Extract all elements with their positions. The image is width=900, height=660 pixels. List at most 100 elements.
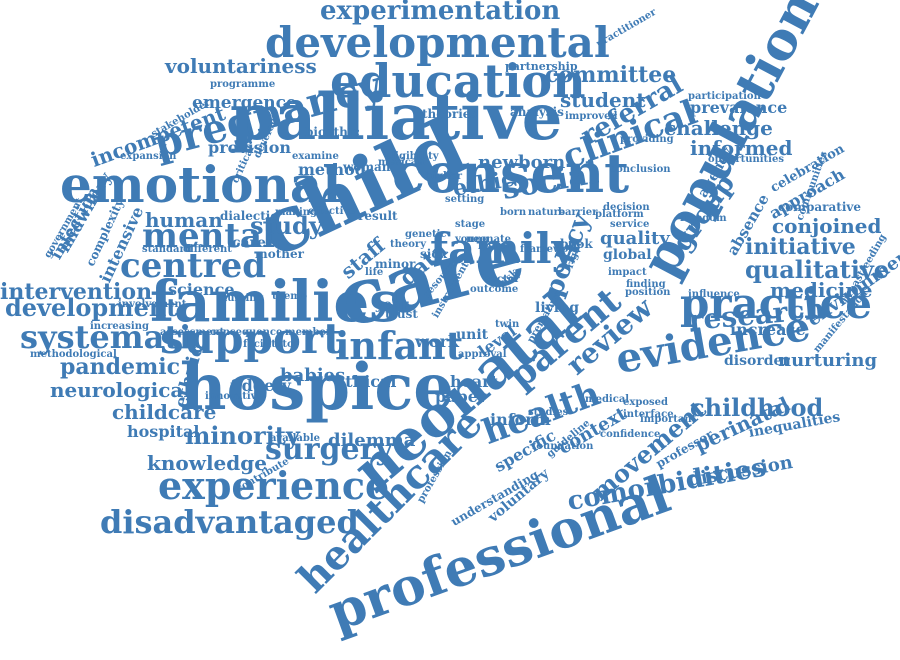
word-important: important [640,414,697,425]
word-eligibility: eligibility [385,151,439,162]
word-involvement: involvement [118,299,187,310]
word-heart: heart [450,372,498,391]
word-neonate: neonate [466,234,512,245]
word-assessment: assessment [160,327,225,338]
word-paper: paper [435,387,487,406]
word-higher: higher [425,171,462,182]
word-global: global [603,247,652,263]
word-making: making [275,207,318,218]
word-challenge: challenge [664,116,773,140]
word-platform: platform [595,209,644,220]
word-minority: minority [185,421,300,450]
word-experimentation: experimentation [320,0,561,26]
word-families: families [150,269,401,335]
word-innovative: innovative [205,391,263,402]
word-study: study [250,211,323,240]
word-opportunities: opportunities [708,154,784,165]
word-palliative: palliative [230,80,563,155]
word-newborn: newborn [478,152,566,173]
word-inform: inform [490,410,551,429]
word-disadvantaged: disadvantaged [100,503,359,541]
word-outcome: outcome [470,284,519,295]
word-position: position [625,287,671,298]
word-infant: infant [335,323,464,368]
word-science: science [168,280,235,299]
word-born: born [500,207,527,218]
word-career: career [232,235,283,251]
word-twin: twin [495,319,520,330]
word-belief: belief [478,241,510,252]
word-programme: programme [210,79,276,90]
word-ethical: ethical [335,372,397,391]
word-exposed: exposed [623,397,668,408]
word-participation: participation [688,91,761,102]
word-hospital: hospital [127,422,200,441]
word-experience: experience [158,463,390,508]
word-genetic: genetic [405,229,447,240]
word-expansion: expansion [120,151,177,162]
word-barrier: barrier [558,207,598,218]
word-book: book [560,237,593,251]
word-mexican: mexican [378,157,425,168]
word-bioethic: bioethic [305,125,360,139]
word-theme: theme [272,291,308,302]
word-unit: unit [456,327,489,343]
word-quality: quality [600,228,670,249]
word-examine: examine [292,151,339,162]
word-member: member [285,327,332,338]
word-support: support [160,314,343,363]
word-theories: theories [422,107,478,121]
word-initiative: initiative [745,234,856,260]
word-foundation: foundation [532,441,594,452]
word-increase: increase [730,320,806,339]
word-provision: provision [208,138,292,157]
word-systematic: systematic [20,318,211,356]
word-neurological: neurological [50,378,191,402]
word-result: result [358,209,398,223]
word-mental: mental [142,216,275,256]
word-impact: impact [608,267,647,278]
word-analysis: analysis [510,105,564,119]
word-babies: babies [280,365,346,386]
word-sector: sector [485,274,520,285]
word-freedom: freedom [680,213,727,224]
word-medicine: medicine [770,278,873,302]
word-increasing: increasing [90,321,149,332]
word-mother: mother [255,247,304,261]
word-hospice: hospice [180,350,454,425]
word-childcare: childcare [112,400,217,424]
word-practice: practice [680,279,872,328]
word-conjoined: conjoined [772,214,882,238]
word-interface: interface [623,409,674,420]
word-partnership: partnership [505,60,578,73]
word-approval: approval [458,349,507,360]
word-knowledge: knowledge [147,451,267,475]
word-theory: theory [390,239,427,250]
word-improved: improved [565,111,618,122]
word-conclusion: conclusion [610,164,671,175]
word-young: young [455,234,490,245]
word-intervention: intervention [0,279,153,305]
word-different: different [183,244,232,255]
word-methodological: methodological [30,349,117,360]
word-life: life [365,267,384,278]
word-development: development [5,293,178,322]
word-setting: setting [445,194,485,205]
word-medical: medical [585,394,630,405]
word-childhood: childhood [690,393,824,422]
word-education: education [330,54,586,108]
word-centred: centred [120,246,267,286]
word-nursing: nursing [220,293,264,304]
word-fidgety: fidgety [230,376,291,395]
word-surgery: surgery [265,432,393,467]
word-developmental: developmental [265,18,610,67]
word-disorder: disorder [724,353,790,369]
word-finding: finding [626,279,666,290]
word-service: service [610,219,650,230]
word-family: family [430,224,577,273]
word-method: method [298,160,366,179]
word-emergence: emergence [192,93,297,113]
word-confidence: confidence [600,429,661,440]
word-facilitator: facilitator [243,339,299,350]
